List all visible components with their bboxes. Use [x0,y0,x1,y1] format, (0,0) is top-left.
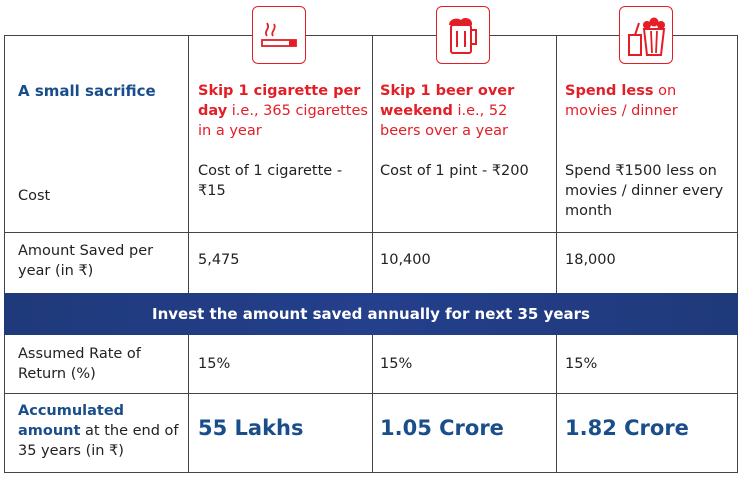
amount-saved: 5,475 [198,252,240,268]
icon-graphic [261,22,297,47]
rate: 15% [380,356,413,372]
row-line [4,232,738,233]
cost-label: Cost [18,188,51,204]
accumulated-label-rest: at the end of 35 years (in ₹) [18,423,179,459]
table-border [737,35,738,473]
option-title: Skip 1 cigarette per day i.e., 365 cigar… [198,81,368,141]
table-border [4,35,5,473]
option-title-bold: Skip 1 cigarette per day [198,83,361,119]
option-title-rest: i.e., 365 cigarettes in a year [198,103,368,139]
amount-saved-label: Amount Saved per year (in ₹) [18,243,154,279]
icon-graphic [449,17,477,54]
amount-saved: 10,400 [380,252,431,268]
col-line [188,335,189,473]
option-title-rest: on movies / dinner [565,83,678,119]
accumulated: 55 Lakhs [198,416,304,440]
option-title-bold: Skip 1 beer over weekend [380,83,515,119]
option-title: Spend less on movies / dinner [565,81,725,121]
amount-saved: 18,000 [565,252,616,268]
option-title-bold: Spend less [565,83,654,99]
accumulated-label-bold: Accumulated amount [18,403,125,439]
option-title: Skip 1 beer over weekend i.e., 52 beers … [380,81,550,141]
rate: 15% [198,356,231,372]
table-border [4,472,738,473]
col-line [188,35,189,293]
cigarette-icon [252,6,306,64]
col-line [556,35,557,293]
accumulated: 1.05 Crore [380,416,504,440]
rate: 15% [565,356,598,372]
option-cost: Cost of 1 cigarette - ₹15 [198,163,343,199]
row-line [4,393,738,394]
table-border [4,35,738,36]
banner: Invest the amount saved annually for nex… [4,293,738,335]
rate-label: Assumed Rate of Return (%) [18,346,141,382]
option-title-rest: i.e., 52 beers over a year [380,103,508,139]
col-line [372,35,373,293]
icon-graphic [628,17,666,56]
accumulated-label: Accumulated amount at the end of 35 year… [18,401,183,461]
col-line [556,335,557,473]
movies-icon [619,6,673,64]
accumulated: 1.82 Crore [565,416,689,440]
option-cost: Cost of 1 pint - ₹200 [380,163,529,179]
sacrifice-label: A small sacrifice [18,82,156,100]
beer-icon [436,6,490,64]
col-line [372,335,373,473]
option-cost: Spend ₹1500 less on movies / dinner ever… [565,163,724,219]
